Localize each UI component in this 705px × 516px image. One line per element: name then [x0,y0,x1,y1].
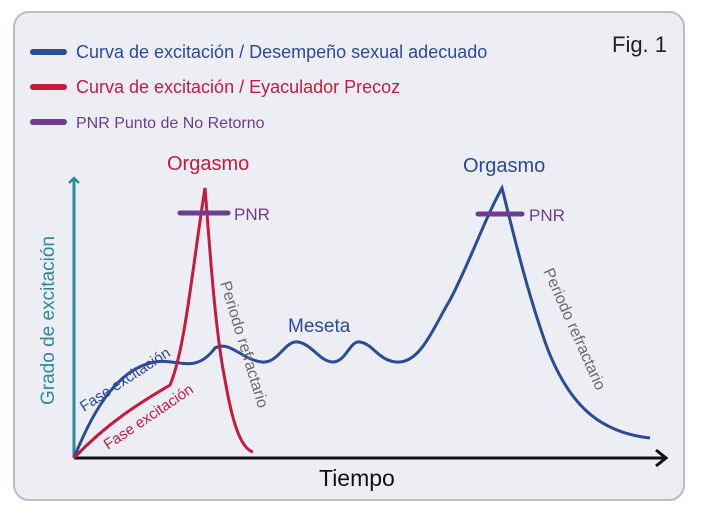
red-arousal-curve [72,187,254,460]
blue-arousal-curve [72,183,651,459]
y-axis-label: Grado de excitación [38,236,59,405]
figure-panel [13,11,685,501]
legend: Curva de excitación / Desempeño sexual a… [30,42,487,132]
legend-label-blue: Curva de excitación / Desempeño sexual a… [76,42,487,62]
orgasm-label-red: Orgasmo [167,153,249,175]
orgasm-label-blue: Orgasmo [463,155,545,177]
meseta-label: Meseta [288,316,351,337]
x-axis-arrowhead [655,448,669,468]
legend-label-purple: PNR Punto de No Retorno [76,115,265,132]
pnr-label-blue: PNR [529,206,565,225]
periodo-refractario-blue-label: Periodo refractario [539,266,608,393]
pnr-label-red: PNR [234,205,270,224]
periodo-refractario-red-label: Periodo refractario [216,279,271,410]
legend-label-red: Curva de excitación / Eyaculador Precoz [76,77,400,97]
x-axis-label: Tiempo [319,465,395,491]
figure-label: Fig. 1 [612,32,667,57]
